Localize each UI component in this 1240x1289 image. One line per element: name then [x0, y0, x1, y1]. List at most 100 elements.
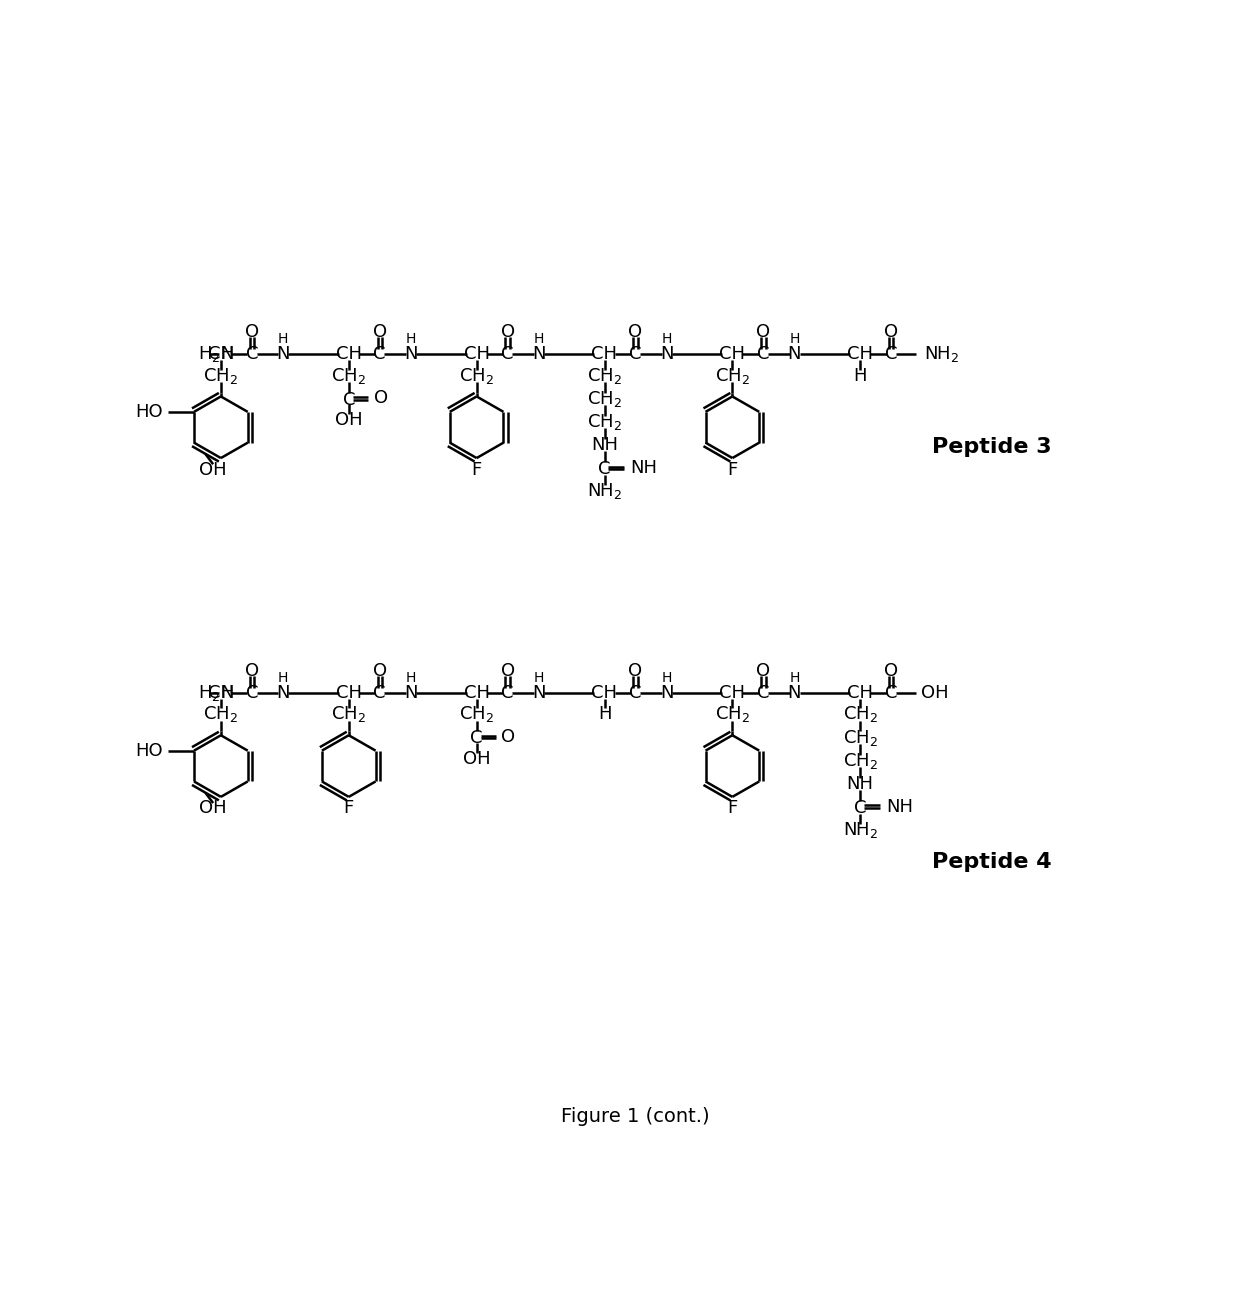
- Text: H$_2$N: H$_2$N: [197, 344, 233, 363]
- Text: OH: OH: [921, 684, 949, 703]
- Text: Peptide 3: Peptide 3: [932, 437, 1052, 456]
- Text: CH$_2$: CH$_2$: [587, 389, 622, 409]
- Text: CH: CH: [208, 345, 234, 363]
- Text: CH$_2$: CH$_2$: [203, 705, 238, 724]
- Text: CH$_2$: CH$_2$: [203, 366, 238, 385]
- Text: CH: CH: [719, 684, 745, 703]
- Text: CH$_2$: CH$_2$: [587, 412, 622, 432]
- Text: C: C: [598, 460, 611, 478]
- Text: H: H: [533, 670, 544, 684]
- Text: CH: CH: [336, 684, 362, 703]
- Text: H: H: [789, 670, 800, 684]
- Text: O: O: [501, 322, 515, 340]
- Text: CH: CH: [464, 684, 490, 703]
- Text: O: O: [756, 661, 770, 679]
- Text: N: N: [660, 345, 673, 363]
- Text: N: N: [404, 345, 418, 363]
- Text: C: C: [373, 684, 386, 703]
- Text: OH: OH: [200, 799, 227, 817]
- Text: C: C: [629, 684, 642, 703]
- Text: CH$_2$: CH$_2$: [331, 705, 366, 724]
- Text: H: H: [661, 331, 672, 345]
- Text: NH$_2$: NH$_2$: [843, 820, 878, 840]
- Text: H: H: [853, 366, 867, 384]
- Text: CH$_2$: CH$_2$: [715, 705, 750, 724]
- Text: H: H: [598, 705, 611, 723]
- Text: H: H: [278, 331, 288, 345]
- Text: C: C: [373, 345, 386, 363]
- Text: OH: OH: [463, 750, 491, 768]
- Text: NH: NH: [847, 775, 874, 793]
- Text: C: C: [758, 345, 770, 363]
- Text: H: H: [278, 670, 288, 684]
- Text: C: C: [854, 799, 867, 817]
- Text: C: C: [501, 345, 513, 363]
- Text: CH: CH: [719, 345, 745, 363]
- Text: HO: HO: [135, 741, 162, 759]
- Text: C: C: [342, 391, 355, 409]
- Text: C: C: [501, 684, 513, 703]
- Text: CH$_2$: CH$_2$: [587, 366, 622, 385]
- Text: CH: CH: [464, 345, 490, 363]
- Text: O: O: [756, 322, 770, 340]
- Text: F: F: [727, 460, 738, 478]
- Text: C: C: [885, 684, 898, 703]
- Text: H$_2$N: H$_2$N: [197, 683, 233, 703]
- Text: CH: CH: [847, 345, 873, 363]
- Text: CH$_2$: CH$_2$: [843, 750, 878, 771]
- Text: C: C: [885, 345, 898, 363]
- Text: N: N: [660, 684, 673, 703]
- Text: O: O: [244, 322, 259, 340]
- Text: H: H: [661, 670, 672, 684]
- Text: N: N: [404, 684, 418, 703]
- Text: N: N: [787, 345, 801, 363]
- Text: NH: NH: [885, 798, 913, 816]
- Text: H: H: [789, 331, 800, 345]
- Text: CH$_2$: CH$_2$: [715, 366, 750, 385]
- Text: N: N: [532, 684, 546, 703]
- Text: H: H: [405, 670, 415, 684]
- Text: CH$_2$: CH$_2$: [843, 727, 878, 748]
- Text: NH$_2$: NH$_2$: [587, 481, 622, 501]
- Text: NH: NH: [630, 459, 657, 477]
- Text: NH$_2$: NH$_2$: [924, 344, 959, 363]
- Text: O: O: [373, 661, 387, 679]
- Text: CH: CH: [336, 345, 362, 363]
- Text: CH: CH: [208, 684, 234, 703]
- Text: C: C: [246, 345, 258, 363]
- Text: CH$_2$: CH$_2$: [459, 705, 494, 724]
- Text: O: O: [244, 661, 259, 679]
- Text: C: C: [629, 345, 642, 363]
- Text: C: C: [246, 684, 258, 703]
- Text: O: O: [884, 661, 898, 679]
- Text: CH: CH: [591, 684, 618, 703]
- Text: CH$_2$: CH$_2$: [459, 366, 494, 385]
- Text: Figure 1 (cont.): Figure 1 (cont.): [562, 1107, 709, 1125]
- Text: F: F: [471, 460, 482, 478]
- Text: O: O: [373, 322, 387, 340]
- Text: N: N: [277, 684, 290, 703]
- Text: O: O: [501, 728, 516, 746]
- Text: C: C: [470, 730, 482, 748]
- Text: CH: CH: [847, 684, 873, 703]
- Text: N: N: [532, 345, 546, 363]
- Text: NH: NH: [591, 436, 618, 454]
- Text: O: O: [629, 661, 642, 679]
- Text: O: O: [501, 661, 515, 679]
- Text: CH$_2$: CH$_2$: [843, 705, 878, 724]
- Text: HO: HO: [135, 403, 162, 422]
- Text: F: F: [343, 799, 353, 817]
- Text: CH: CH: [591, 345, 618, 363]
- Text: F: F: [727, 799, 738, 817]
- Text: CH$_2$: CH$_2$: [331, 366, 366, 385]
- Text: H: H: [405, 331, 415, 345]
- Text: N: N: [787, 684, 801, 703]
- Text: O: O: [373, 389, 388, 407]
- Text: H: H: [533, 331, 544, 345]
- Text: Peptide 4: Peptide 4: [932, 852, 1052, 873]
- Text: N: N: [277, 345, 290, 363]
- Text: OH: OH: [335, 411, 362, 429]
- Text: O: O: [629, 322, 642, 340]
- Text: C: C: [758, 684, 770, 703]
- Text: O: O: [884, 322, 898, 340]
